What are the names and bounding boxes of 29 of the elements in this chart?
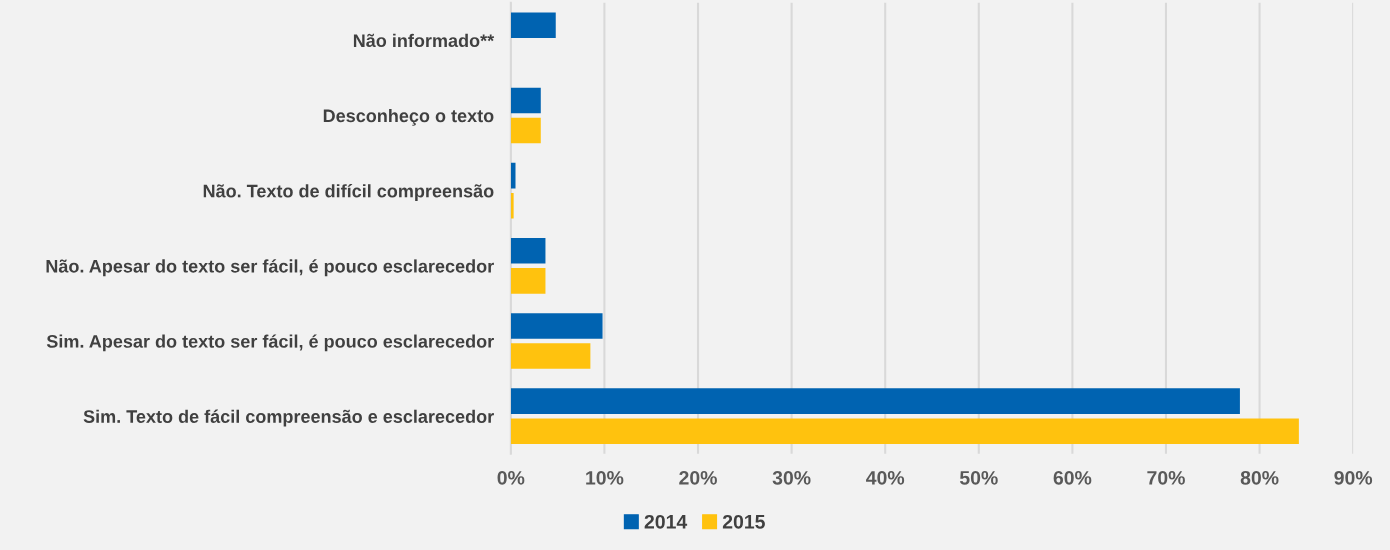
x-tick-label: 70%: [1147, 470, 1185, 485]
y-tick-label: Não informado**: [353, 33, 495, 48]
x-tick-label: 80%: [1240, 470, 1279, 485]
y-tick-label: Sim. Texto de fácil compreensão e esclarecedor: [83, 409, 494, 427]
x-tick-label: 50%: [959, 470, 998, 485]
bar: [510, 313, 603, 339]
bar: [510, 87, 541, 114]
bar: [510, 268, 546, 294]
x-tick-label: 90%: [1334, 470, 1373, 485]
bar: [510, 12, 556, 39]
x-tick-label: 60%: [1053, 470, 1092, 485]
y-tick-label: Sim. Apesar do texto ser fácil, é pouco esclarecedor: [46, 334, 494, 352]
legend-label: 2014: [644, 514, 688, 529]
bar: [510, 388, 1240, 414]
bar: [510, 343, 591, 369]
legend-label: 2015: [722, 514, 765, 529]
bar: [510, 418, 1299, 444]
y-tick-label: Não. Texto de difícil compreensão: [203, 184, 494, 202]
y-tick-label: Desconheço o texto: [323, 108, 494, 126]
bar: [510, 162, 516, 189]
bar: [510, 238, 546, 264]
x-tick-label: 40%: [866, 470, 905, 485]
x-tick-label: 10%: [586, 470, 624, 485]
bar: [510, 192, 514, 219]
y-tick-label: Não. Apesar do texto ser fácil, é pouco esclarecedor: [46, 259, 494, 277]
x-tick-label: 20%: [679, 470, 717, 485]
x-tick-label: 0%: [497, 470, 525, 485]
bar: [510, 117, 541, 144]
x-tick-label: 30%: [772, 470, 811, 485]
